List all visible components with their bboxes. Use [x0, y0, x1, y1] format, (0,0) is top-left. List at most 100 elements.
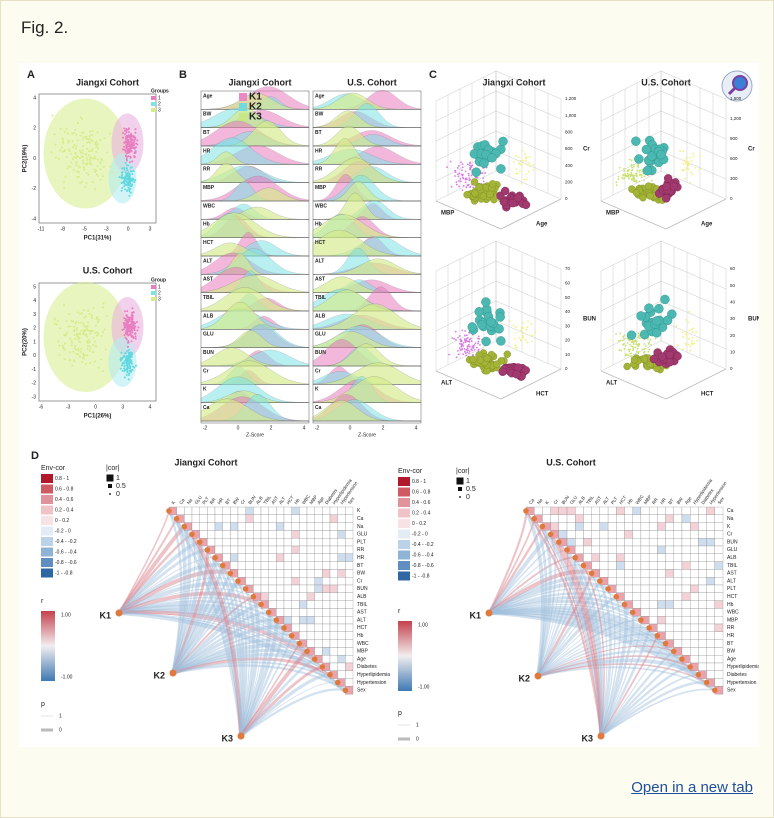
bubble [477, 320, 487, 330]
scatter-point [126, 177, 129, 180]
correlation-link [488, 525, 544, 614]
legend-title: r [41, 598, 44, 605]
column-label: ALB [577, 495, 586, 505]
scatter-point [127, 164, 130, 167]
legend-swatch [398, 508, 410, 518]
column-label: BUN [247, 495, 257, 506]
ridge-label: HR [203, 148, 211, 154]
scatter-point [454, 171, 457, 174]
heatmap-cell [268, 561, 277, 570]
scatter-point [85, 326, 88, 329]
heatmap-cell [583, 506, 592, 515]
scatter-point [78, 336, 81, 339]
heatmap-cell [632, 553, 642, 562]
scatter-point [87, 138, 90, 141]
z-tick-label: 40 [730, 300, 736, 305]
scatter-point [650, 179, 653, 182]
axis-grid-line [600, 130, 662, 162]
scatter-point [58, 327, 61, 330]
heatmap-cell [299, 592, 308, 601]
heatmap-cell [714, 647, 724, 656]
axis-grid-line [600, 70, 662, 102]
scatter-point [477, 335, 480, 338]
scatter-point [121, 173, 124, 176]
correlation-link [488, 541, 560, 614]
heatmap-cell [706, 530, 715, 539]
scatter-point [629, 339, 631, 342]
scatter-point [90, 163, 93, 166]
scatter-point [87, 173, 90, 176]
scatter-point [81, 356, 84, 359]
scatter-point [97, 319, 100, 322]
scatter-point [111, 171, 114, 174]
column-label: Age [684, 495, 693, 505]
scatter-point [96, 175, 99, 178]
axis-grid-line [660, 150, 727, 180]
scatter-point [82, 131, 85, 134]
heatmap-cell [673, 623, 683, 632]
scatter-point [133, 181, 136, 184]
legend-label: 1 [158, 284, 161, 290]
scatter-point [689, 349, 692, 352]
legend-swatch [41, 547, 53, 557]
heatmap-cell [230, 530, 239, 539]
scatter-point [685, 162, 687, 165]
heatmap-cell [276, 553, 285, 562]
y-tick-label: 2 [33, 326, 36, 332]
scatter-point [618, 166, 621, 169]
bubble [649, 354, 659, 364]
correlation-link [167, 510, 243, 737]
heatmap-cell [591, 553, 601, 562]
scatter-point [451, 337, 454, 339]
heatmap-cell [607, 522, 617, 531]
correlation-link [600, 635, 659, 737]
heatmap-cell [291, 592, 300, 601]
scatter-point [472, 186, 475, 189]
heatmap-cell [657, 553, 666, 562]
legend-label: 0 [416, 736, 419, 742]
legend-label: 1 [158, 95, 161, 101]
legend-swatch [398, 477, 410, 486]
scatter-point [88, 150, 91, 153]
z-tick-label: 20 [730, 333, 736, 338]
scatter-point [137, 326, 140, 329]
scatter-point [68, 313, 71, 316]
y-tick-label: 0 [33, 353, 36, 359]
link-anchor [258, 601, 264, 608]
heatmap-cell [640, 561, 650, 570]
scatter-point [65, 127, 68, 130]
heatmap-cell [640, 506, 650, 515]
scatter-point [459, 335, 461, 337]
heatmap-cell [681, 514, 691, 523]
scatter-point [68, 150, 71, 153]
scatter-point [126, 323, 129, 326]
heatmap-cell [345, 553, 354, 562]
scatter-point [470, 165, 473, 168]
scatter-point [686, 165, 689, 168]
heatmap-cell [632, 530, 642, 539]
heatmap-cell [632, 569, 642, 578]
row-label: ALT [727, 578, 736, 584]
scatter-point [86, 335, 89, 338]
axis-grid-line [495, 70, 562, 100]
heatmap-cell [253, 561, 262, 570]
scatter-point [529, 335, 532, 337]
legend-label: 3 [158, 296, 161, 302]
heatmap-cell [648, 538, 658, 547]
legend-label: 2 [158, 290, 161, 296]
heatmap-cell [222, 553, 231, 562]
open-in-new-tab-link[interactable]: Open in a new tab [631, 779, 753, 796]
heatmap-cell [214, 506, 223, 515]
heatmap-cell [253, 545, 262, 554]
heatmap-cell [690, 530, 699, 539]
x-tick-label: 3 [121, 404, 124, 410]
row-label: HCT [357, 625, 367, 631]
scatter-point [634, 339, 637, 342]
scatter-point [91, 330, 94, 333]
heatmap-cell [283, 608, 292, 617]
scatter-point [127, 329, 130, 332]
column-label: GLU [569, 495, 578, 505]
scatter-point [72, 320, 75, 323]
heatmap-cell [698, 553, 707, 562]
heatmap-cell [329, 631, 338, 640]
